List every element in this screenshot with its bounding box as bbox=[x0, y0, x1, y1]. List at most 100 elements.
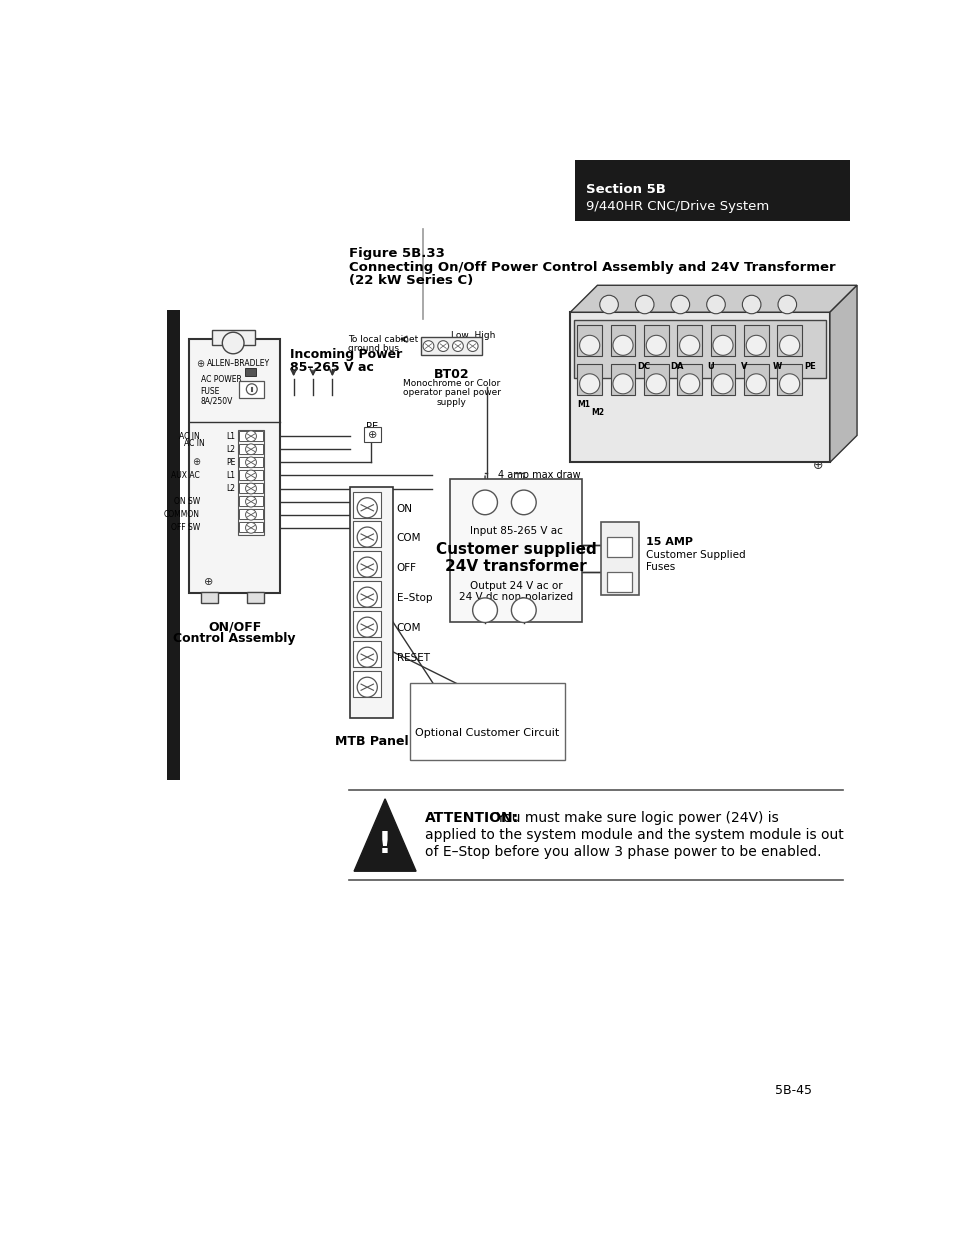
Bar bbox=[575, 159, 849, 221]
Circle shape bbox=[599, 295, 618, 314]
Text: Optional Customer Circuit: Optional Customer Circuit bbox=[415, 727, 558, 739]
Text: Input 85-265 V ac: Input 85-265 V ac bbox=[469, 526, 562, 536]
Text: 9/440 High–resolution Power Strip: 9/440 High–resolution Power Strip bbox=[597, 303, 808, 315]
Text: AC IN: AC IN bbox=[179, 432, 199, 441]
Text: L1: L1 bbox=[226, 432, 235, 441]
Bar bbox=[710, 364, 735, 395]
Text: !: ! bbox=[377, 830, 392, 858]
Circle shape bbox=[706, 295, 724, 314]
Bar bbox=[677, 364, 701, 395]
Circle shape bbox=[437, 341, 448, 352]
Bar bbox=[410, 683, 564, 761]
Bar bbox=[677, 325, 701, 356]
Circle shape bbox=[356, 587, 377, 608]
Text: ⊕: ⊕ bbox=[368, 430, 377, 440]
Circle shape bbox=[356, 647, 377, 667]
Bar bbox=[239, 509, 262, 520]
Bar bbox=[239, 443, 262, 454]
Circle shape bbox=[635, 295, 654, 314]
Bar bbox=[421, 337, 481, 356]
Circle shape bbox=[745, 336, 765, 356]
Text: applied to the system module and the system module is out: applied to the system module and the sys… bbox=[424, 829, 842, 842]
Circle shape bbox=[356, 527, 377, 547]
Polygon shape bbox=[570, 285, 856, 312]
Text: DA: DA bbox=[670, 362, 683, 370]
Bar bbox=[237, 430, 264, 535]
Text: ALLEN–BRADLEY: ALLEN–BRADLEY bbox=[207, 359, 270, 368]
Bar bbox=[239, 431, 262, 441]
Text: 5B-45: 5B-45 bbox=[774, 1084, 811, 1097]
Bar bbox=[743, 325, 768, 356]
Text: Incoming Power: Incoming Power bbox=[290, 348, 401, 362]
Circle shape bbox=[246, 384, 257, 395]
Text: L2: L2 bbox=[226, 484, 235, 493]
Circle shape bbox=[579, 336, 599, 356]
Bar bbox=[245, 368, 255, 377]
Circle shape bbox=[579, 374, 599, 394]
Text: Control Assembly: Control Assembly bbox=[173, 632, 295, 645]
Text: 4 amp max draw: 4 amp max draw bbox=[497, 471, 580, 480]
Circle shape bbox=[612, 336, 633, 356]
Circle shape bbox=[511, 598, 536, 622]
Text: ON/OFF: ON/OFF bbox=[208, 620, 261, 634]
Text: 24V transformer: 24V transformer bbox=[445, 558, 586, 573]
Circle shape bbox=[670, 295, 689, 314]
Text: ground bus: ground bus bbox=[348, 343, 398, 353]
Bar bbox=[574, 320, 825, 378]
Bar bbox=[610, 325, 635, 356]
Circle shape bbox=[222, 332, 244, 353]
Circle shape bbox=[679, 374, 699, 394]
Polygon shape bbox=[829, 285, 856, 462]
Circle shape bbox=[245, 509, 256, 520]
Bar bbox=[710, 325, 735, 356]
Circle shape bbox=[778, 295, 796, 314]
Circle shape bbox=[779, 374, 799, 394]
Circle shape bbox=[745, 374, 765, 394]
Bar bbox=[189, 340, 280, 593]
Text: supply: supply bbox=[436, 398, 466, 406]
Circle shape bbox=[356, 557, 377, 577]
Circle shape bbox=[245, 471, 256, 480]
Text: (22 kW Series C): (22 kW Series C) bbox=[348, 274, 473, 288]
Bar bbox=[353, 641, 381, 667]
Bar bbox=[353, 492, 381, 517]
Text: operator panel power: operator panel power bbox=[402, 389, 500, 398]
Circle shape bbox=[356, 677, 377, 698]
Text: Section 5B: Section 5B bbox=[585, 183, 665, 196]
Text: Monochrome or Color: Monochrome or Color bbox=[403, 379, 499, 388]
Text: MTB Panel: MTB Panel bbox=[335, 735, 408, 748]
Text: Figure 5B.33: Figure 5B.33 bbox=[348, 247, 444, 259]
Text: COM: COM bbox=[396, 622, 421, 632]
Text: PE: PE bbox=[803, 362, 816, 370]
Circle shape bbox=[245, 431, 256, 442]
Text: COM: COM bbox=[396, 532, 421, 543]
Text: ON: ON bbox=[396, 504, 413, 514]
Bar bbox=[777, 364, 801, 395]
Bar bbox=[200, 592, 217, 603]
Bar bbox=[777, 325, 801, 356]
Circle shape bbox=[645, 374, 666, 394]
Circle shape bbox=[356, 618, 377, 637]
Text: To local cabinet: To local cabinet bbox=[348, 335, 417, 343]
Bar bbox=[239, 380, 264, 398]
Text: ⊕: ⊕ bbox=[192, 457, 199, 467]
Circle shape bbox=[245, 483, 256, 494]
Bar bbox=[353, 671, 381, 698]
Text: Fuses: Fuses bbox=[645, 562, 675, 572]
Bar bbox=[239, 522, 262, 532]
Bar bbox=[577, 364, 601, 395]
Bar bbox=[247, 592, 264, 603]
Circle shape bbox=[245, 443, 256, 454]
Text: M2: M2 bbox=[590, 408, 603, 416]
Text: ⊕: ⊕ bbox=[204, 577, 213, 587]
Circle shape bbox=[452, 341, 463, 352]
Text: M1: M1 bbox=[578, 400, 590, 409]
Bar bbox=[610, 364, 635, 395]
Text: V: V bbox=[740, 362, 746, 370]
Circle shape bbox=[245, 522, 256, 534]
Bar bbox=[239, 457, 262, 467]
Text: AC IN: AC IN bbox=[184, 438, 204, 447]
Text: OFF SW: OFF SW bbox=[171, 524, 199, 532]
Bar bbox=[743, 364, 768, 395]
Bar bbox=[570, 312, 829, 462]
